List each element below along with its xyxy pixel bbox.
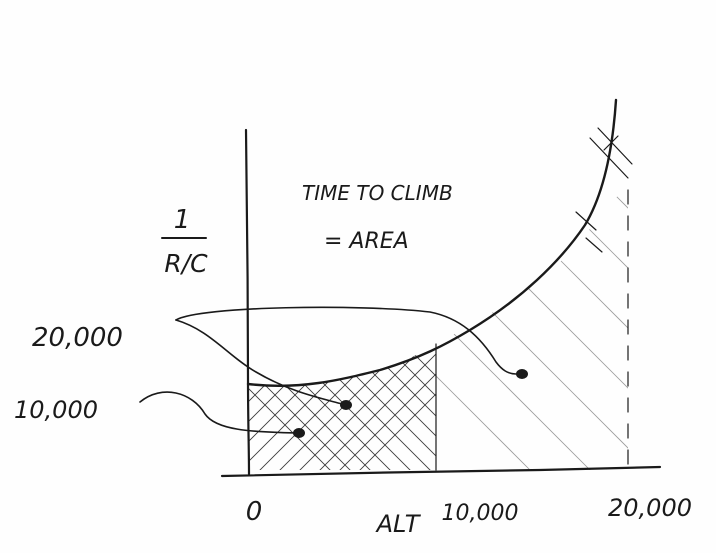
leader-10000-to-dot [139, 391, 297, 434]
annotation-title-line2: = AREA [324, 229, 409, 254]
point-20000-in-area [340, 400, 352, 410]
callout-20000: 20,000 [32, 323, 123, 353]
y-axis-label-numerator: 1 [174, 205, 191, 235]
y-axis-line [244, 128, 251, 476]
annotation-title-line1: TIME TO CLIMB [302, 181, 453, 205]
reciprocal-climb-rate-curve [246, 98, 618, 387]
leader-20000-to-dot-lower [175, 319, 343, 405]
curve-top-hatch [575, 127, 633, 253]
x-axis-label: ALT [375, 510, 422, 538]
y-axis-label-denominator: R/C [164, 249, 208, 278]
area-0-to-10000-hatch [248, 344, 436, 470]
leader-20000-to-dot-upper [175, 306, 517, 375]
area-10000-to-20000-hatch [436, 185, 628, 470]
x-axis-line [220, 465, 662, 478]
x-tick-0: 0 [246, 497, 263, 527]
x-tick-10000: 10,000 [442, 501, 519, 526]
point-20000-on-curve [516, 369, 528, 379]
callout-10000: 10,000 [14, 396, 98, 424]
x-tick-20000: 20,000 [608, 494, 692, 522]
point-10000-in-area [293, 428, 305, 438]
